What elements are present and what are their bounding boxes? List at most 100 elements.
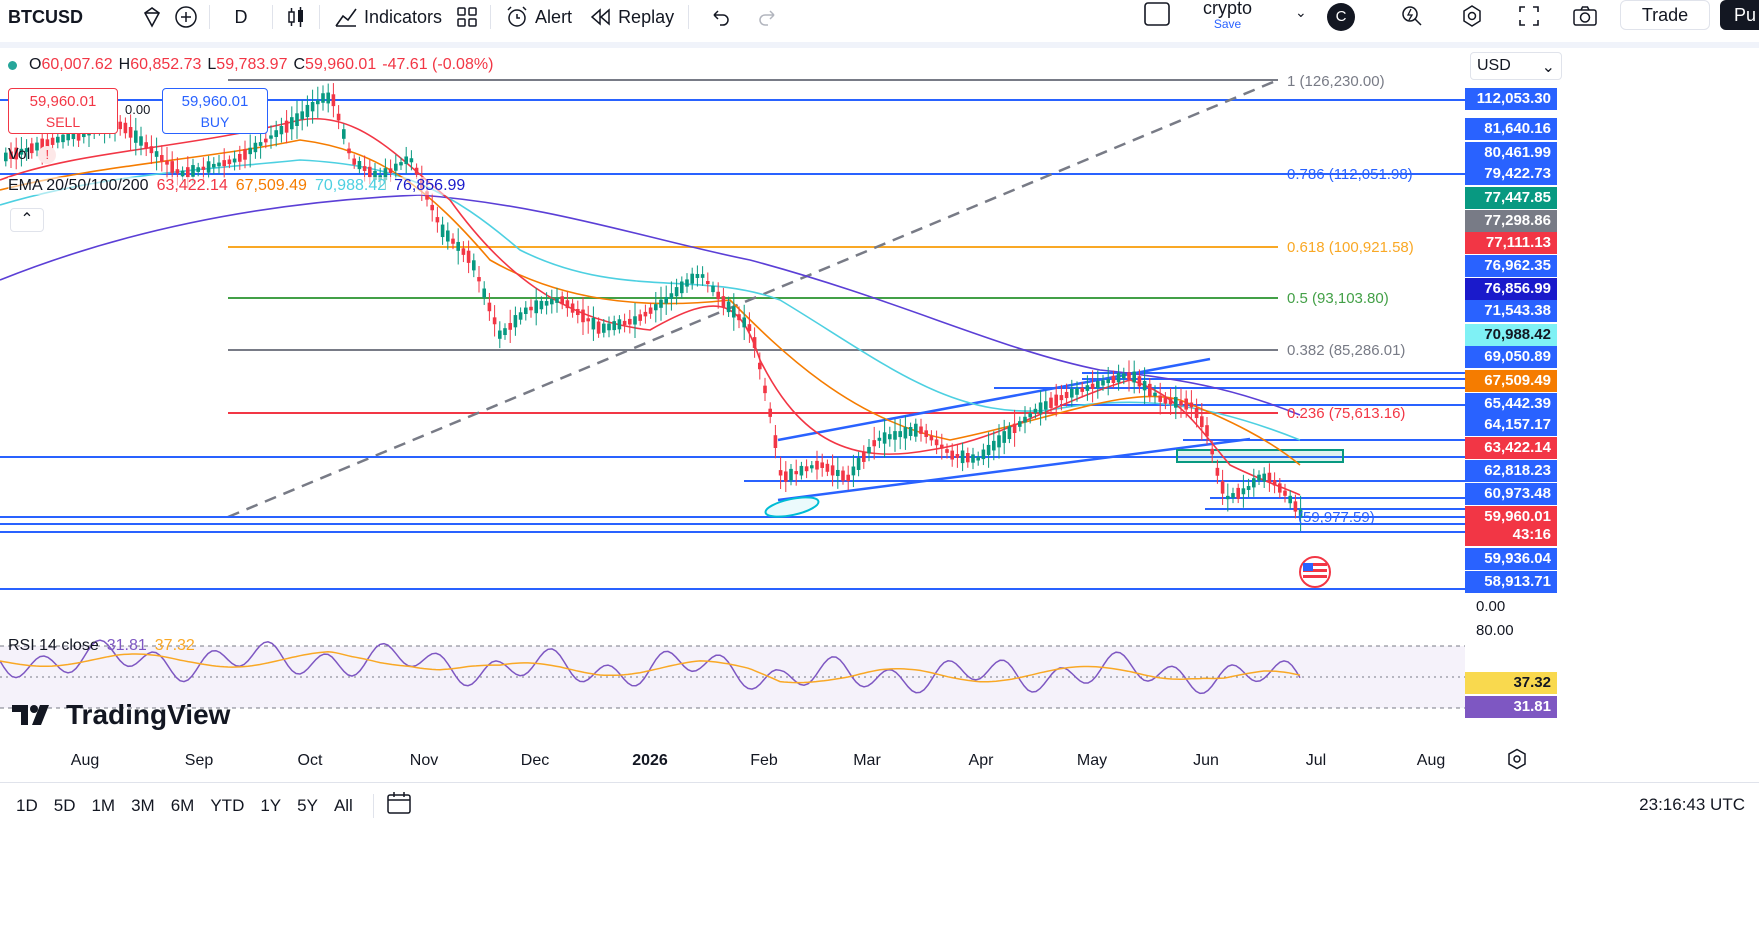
candle-body (1049, 397, 1053, 408)
volume-legend[interactable]: Vol! (8, 146, 57, 164)
candle-body (955, 454, 960, 458)
candle-body (960, 450, 965, 464)
price-label: 58,913.71 (1465, 571, 1557, 593)
candle-body (388, 168, 393, 173)
range-button-5y[interactable]: 5Y (297, 795, 318, 815)
candle-body (1189, 402, 1194, 408)
calendar-goto-icon[interactable] (386, 791, 412, 820)
warning-icon[interactable]: ! (38, 146, 57, 164)
range-button-3m[interactable]: 3M (131, 795, 155, 815)
candle-body (440, 224, 445, 238)
candle-body (919, 426, 923, 434)
price-label: 112,053.30 (1465, 88, 1557, 110)
candle-body (607, 323, 611, 331)
favorite-icon[interactable] (135, 3, 169, 31)
fullscreen-icon[interactable] (1512, 2, 1546, 30)
rsi-ma-line (0, 651, 1301, 684)
candle-body (264, 138, 268, 143)
candle-body (1272, 480, 1277, 486)
ema200-line (0, 194, 1301, 416)
price-label: 77,111.13 (1465, 232, 1557, 254)
currency-select[interactable]: USD ⌄ (1470, 52, 1562, 80)
candle-body (61, 134, 65, 143)
candle-body (1064, 391, 1069, 399)
candle-body (518, 312, 523, 320)
alert-label: Alert (535, 6, 573, 27)
camera-icon[interactable] (1568, 2, 1602, 30)
demand-zone-rect[interactable] (1176, 449, 1344, 463)
publish-button[interactable]: Pu (1720, 0, 1759, 30)
candle-body (373, 170, 377, 180)
avatar[interactable]: C (1327, 3, 1355, 31)
price-label: 71,543.38 (1465, 300, 1557, 322)
candle-body (643, 311, 648, 317)
candle-body (1106, 379, 1110, 384)
time-axis-label: Jun (1193, 752, 1219, 769)
candle-body (898, 431, 902, 438)
channel-upper-line[interactable] (777, 357, 1211, 442)
channel-lower-line[interactable] (777, 437, 1251, 502)
redo-icon[interactable] (751, 3, 785, 31)
candle-body (1012, 423, 1017, 434)
candle-body (1080, 387, 1084, 392)
low-label: L (207, 56, 217, 73)
rsi-legend[interactable]: RSI 14 close 31.81 37.32 (8, 637, 195, 655)
price-chart[interactable]: 1 (126,230.00) 0.786 (112,051.98) 0.618 (1… (0, 48, 1465, 778)
replay-button[interactable]: Replay (580, 0, 682, 34)
layout-name-button[interactable]: crypto Save (1190, 0, 1265, 32)
alert-button[interactable]: Alert (497, 0, 580, 34)
candle-body (435, 217, 440, 223)
chevron-down-icon[interactable]: ⌄ (1295, 4, 1307, 20)
chart-settings-icon[interactable] (1503, 748, 1531, 776)
candle-body (149, 146, 154, 154)
compare-add-icon[interactable] (169, 3, 203, 31)
candle-body (825, 463, 830, 472)
toolbar-divider (372, 793, 374, 818)
fib-trend-line[interactable] (227, 78, 1279, 519)
candle-body (758, 362, 762, 370)
range-button-6m[interactable]: 6M (170, 795, 195, 815)
candle-body (654, 304, 658, 311)
ema-legend[interactable]: EMA 20/50/100/200 63,422.14 67,509.49 70… (8, 177, 466, 195)
interval-button[interactable]: D (216, 0, 266, 34)
price-label: 43:16 (1465, 524, 1557, 546)
highlight-ellipse[interactable] (764, 494, 820, 521)
utc-clock[interactable]: 23:16:43 UTC (1639, 795, 1745, 814)
lightning-search-icon[interactable] (1395, 2, 1429, 30)
range-button-1y[interactable]: 1Y (260, 795, 282, 815)
sell-button[interactable]: 59,960.01 SELL (8, 88, 118, 134)
candle-type-icon[interactable] (279, 3, 313, 31)
candle-body (862, 452, 866, 462)
price-label: 63,422.14 (1465, 437, 1557, 459)
settings-gear-icon[interactable] (1455, 2, 1489, 30)
open-label: O (29, 56, 42, 73)
price-label: 79,422.73 (1465, 163, 1557, 185)
time-axis[interactable]: Aug Sep Oct Nov Dec 2026 Feb Mar Apr May Jun Jul Aug (0, 750, 1465, 776)
candle-body (555, 297, 559, 303)
candle-body (191, 165, 195, 177)
range-button-1m[interactable]: 1M (91, 795, 116, 815)
range-button-all[interactable]: All (333, 795, 353, 815)
candle-body (830, 465, 835, 476)
buy-button[interactable]: 59,960.01 BUY (162, 88, 268, 134)
undo-icon[interactable] (703, 3, 737, 31)
candle-body (648, 307, 653, 314)
templates-icon[interactable] (450, 3, 484, 31)
range-button-ytd[interactable]: YTD (210, 795, 245, 815)
range-button-1d[interactable]: 1D (16, 795, 38, 815)
candle-body (498, 330, 502, 339)
candle-body (316, 100, 320, 105)
trade-button[interactable]: Trade (1620, 0, 1710, 30)
layout-square-icon[interactable] (1140, 0, 1174, 28)
candle-body (976, 456, 980, 461)
candle-body (300, 111, 304, 120)
symbol-search[interactable]: BTCUSD (0, 0, 135, 34)
collapse-legend-button[interactable]: ⌃ (10, 208, 44, 232)
range-button-5d[interactable]: 5D (53, 795, 76, 815)
indicators-button[interactable]: Indicators (326, 0, 450, 34)
candle-body (175, 169, 180, 174)
candle-body (383, 168, 388, 181)
tradingview-logo[interactable]: TradingView (12, 699, 230, 731)
candle-body (232, 158, 237, 163)
trade-label: Trade (1641, 4, 1689, 25)
